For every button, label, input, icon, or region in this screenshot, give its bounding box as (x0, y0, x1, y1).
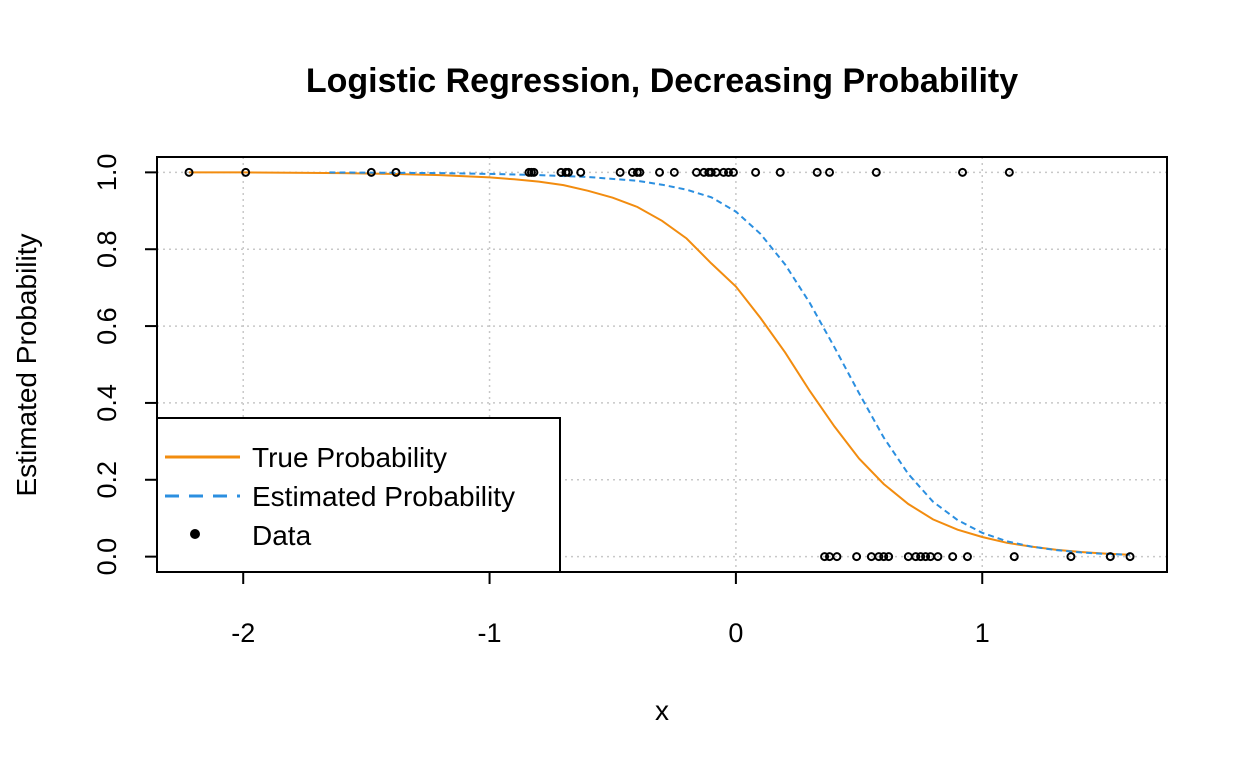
y-tick-label-3: 0.6 (92, 307, 122, 345)
data-point (724, 167, 734, 177)
data-point (832, 552, 842, 562)
data-point (391, 167, 401, 177)
data-points (184, 167, 1135, 562)
y-tick-label-2: 0.4 (92, 384, 122, 422)
data-point (728, 167, 738, 177)
data-point (852, 552, 862, 562)
data-point (933, 552, 943, 562)
curves (189, 171, 1131, 556)
data-point (1066, 552, 1076, 562)
data-point (751, 167, 761, 177)
data-point (812, 167, 822, 177)
data-point (775, 167, 785, 177)
data-point (820, 552, 830, 562)
data-point (1125, 552, 1135, 562)
data-point (1105, 552, 1115, 562)
data-point (825, 167, 835, 177)
data-point (529, 167, 539, 177)
data-point (615, 167, 625, 177)
y-tick-label-5: 1.0 (92, 154, 122, 192)
y-tick-label-0: 0.0 (92, 538, 122, 576)
data-point (366, 167, 376, 177)
data-point (669, 167, 679, 177)
data-point (719, 167, 729, 177)
data-point (962, 552, 972, 562)
chart-title: Logistic Regression, Decreasing Probabil… (306, 62, 1018, 100)
data-point (706, 167, 716, 177)
x-axis: -2 -1 0 1 (231, 571, 990, 648)
y-axis-label: Estimated Probability (11, 233, 42, 496)
x-tick-label-1: -1 (478, 618, 502, 648)
legend-label-estimated-probability: Estimated Probability (252, 481, 515, 512)
y-tick-label-1: 0.2 (92, 461, 122, 499)
data-point (1009, 552, 1019, 562)
data-point (911, 552, 921, 562)
data-point (916, 552, 926, 562)
x-axis-label: x (655, 695, 669, 726)
x-tick-label-2: 0 (728, 618, 743, 648)
legend-label-true-probability: True Probability (252, 442, 447, 473)
series-line-estimated-probability (329, 171, 1131, 556)
data-point (241, 167, 251, 177)
data-point (655, 167, 665, 177)
x-tick-label-0: -2 (231, 618, 255, 648)
data-point (635, 167, 645, 177)
y-tick-label-4: 0.8 (92, 230, 122, 268)
y-axis: 0.0 0.2 0.4 0.6 0.8 1.0 (92, 154, 157, 576)
legend-label-data: Data (252, 520, 312, 551)
data-point (884, 552, 894, 562)
data-point (958, 167, 968, 177)
legend-swatch-data (190, 529, 200, 539)
data-point (563, 167, 573, 177)
data-point (874, 552, 884, 562)
legend: True Probability Estimated Probability D… (156, 417, 561, 573)
data-point (576, 167, 586, 177)
data-point (184, 167, 194, 177)
data-point (879, 552, 889, 562)
series-line-true-probability (189, 171, 1131, 556)
data-point (921, 552, 931, 562)
data-point (948, 552, 958, 562)
data-point (871, 167, 881, 177)
x-tick-label-3: 1 (975, 618, 990, 648)
data-point (1004, 167, 1014, 177)
